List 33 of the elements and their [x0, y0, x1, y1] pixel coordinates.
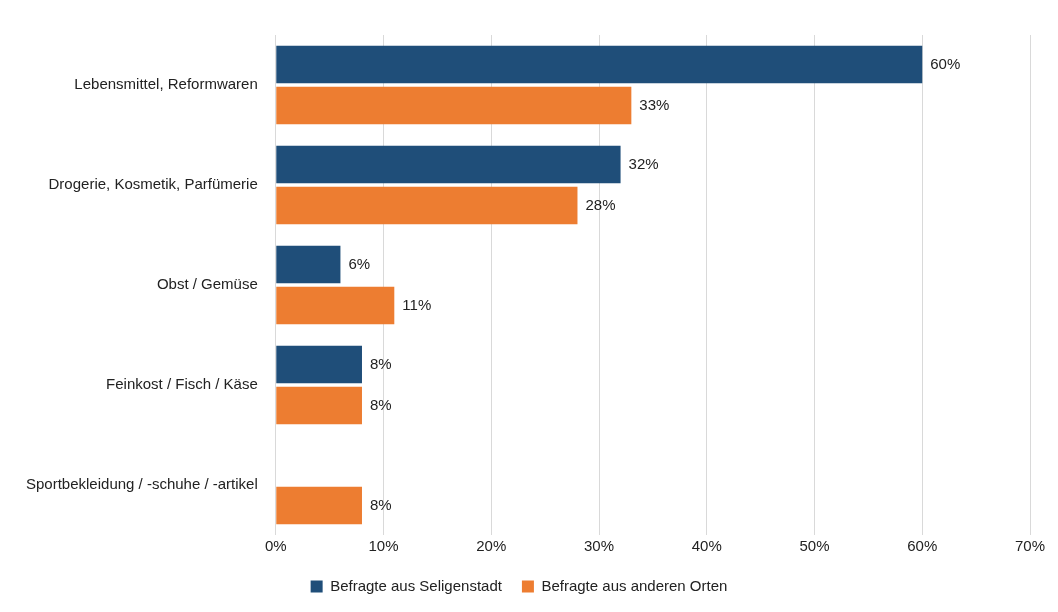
- bar: [276, 145, 621, 184]
- bar: [276, 45, 923, 84]
- bar: [276, 245, 341, 284]
- data-label: 33%: [639, 95, 670, 113]
- bar: [276, 186, 578, 225]
- bar: [276, 286, 395, 325]
- data-label: 60%: [930, 54, 961, 72]
- x-tick-label: 40%: [691, 537, 722, 555]
- bar: [276, 86, 632, 125]
- y-tick-label: Feinkost / Fisch / Käse: [106, 375, 258, 393]
- data-label: 28%: [585, 195, 616, 213]
- x-tick-label: 0%: [264, 537, 287, 555]
- x-tick-label: 60%: [907, 537, 938, 555]
- legend-label: Befragte aus Seligenstadt: [330, 576, 503, 594]
- x-tick-label: 50%: [799, 537, 830, 555]
- x-tick-label: 10%: [368, 537, 399, 555]
- bar: [276, 386, 362, 425]
- data-label: 11%: [402, 295, 432, 313]
- bar: [276, 486, 362, 525]
- y-tick-label: Obst / Gemüse: [156, 275, 258, 293]
- bar: [276, 345, 362, 384]
- legend-label: Befragte aus anderen Orten: [541, 576, 728, 594]
- data-label: 32%: [628, 154, 659, 172]
- y-tick-label: Drogerie, Kosmetik, Parfümerie: [48, 175, 258, 193]
- x-tick-label: 70%: [1014, 537, 1046, 555]
- data-label: 6%: [348, 254, 371, 272]
- y-tick-label: Lebensmittel, Reformwaren: [74, 75, 258, 93]
- y-tick-label: Sportbekleidung / -schuhe / -artikel: [25, 475, 258, 493]
- x-tick-label: 30%: [584, 537, 615, 555]
- x-tick-label: 20%: [476, 537, 507, 555]
- data-label: 8%: [369, 495, 392, 513]
- data-label: 8%: [369, 395, 392, 413]
- data-label: 8%: [369, 354, 392, 372]
